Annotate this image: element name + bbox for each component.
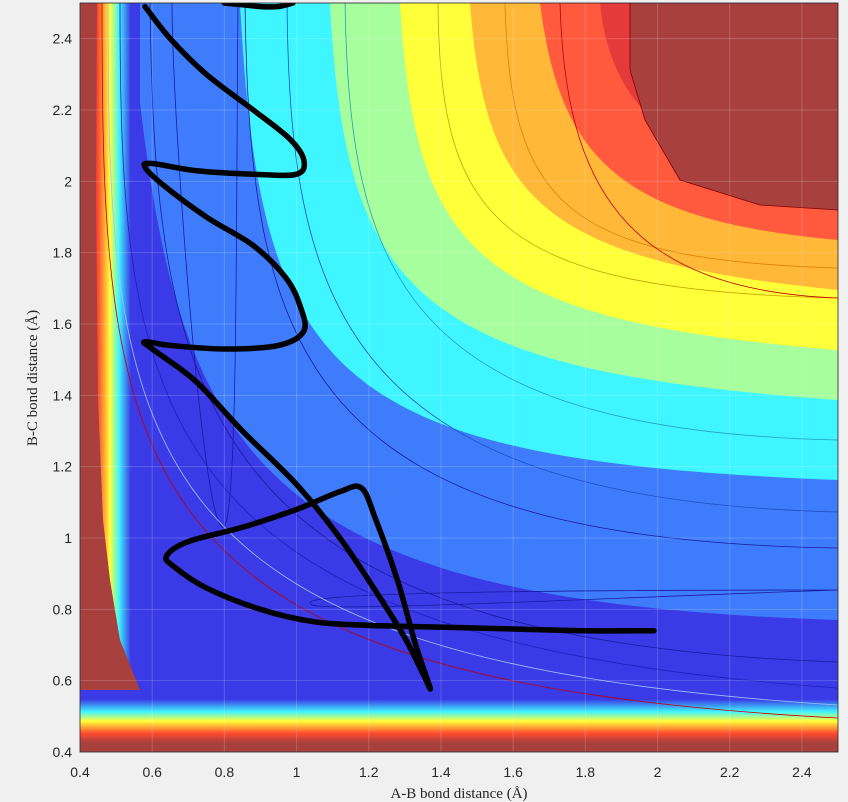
contour-lines xyxy=(101,3,838,719)
x-axis-label: A-B bond distance (Å) xyxy=(390,786,527,802)
y-tick-label: 2 xyxy=(64,173,72,189)
y-tick-label: 0.4 xyxy=(53,744,73,760)
x-tick-label: 1.6 xyxy=(503,764,523,780)
y-tick-label: 1.4 xyxy=(53,387,73,403)
y-tick-label: 1.2 xyxy=(53,459,73,475)
left-wall xyxy=(80,3,838,752)
trajectory-top-segment xyxy=(221,3,296,10)
y-tick-label: 1 xyxy=(64,530,72,546)
y-axis-label: B-C bond distance (Å) xyxy=(25,310,41,446)
y-tick-label: 1.6 xyxy=(53,316,73,332)
y-tick-label: 1.8 xyxy=(53,245,73,261)
x-tick-label: 2.4 xyxy=(792,764,812,780)
x-tick-label: 2 xyxy=(654,764,662,780)
x-tick-label: 1.4 xyxy=(431,764,451,780)
x-tick-label: 1.2 xyxy=(359,764,379,780)
bottom-wall xyxy=(80,690,838,752)
y-axis-ticks: 0.4 0.6 0.8 1 1.2 1.4 1.6 1.8 2 2.2 2.4 xyxy=(53,31,73,760)
y-tick-label: 0.8 xyxy=(53,601,73,617)
x-tick-label: 0.8 xyxy=(215,764,235,780)
plot-frame xyxy=(79,2,839,753)
y-tick-label: 0.6 xyxy=(53,673,73,689)
x-tick-label: 0.4 xyxy=(70,764,90,780)
y-tick-label: 2.4 xyxy=(53,31,73,47)
x-tick-label: 2.2 xyxy=(720,764,740,780)
x-tick-label: 1 xyxy=(293,764,301,780)
x-tick-label: 1.8 xyxy=(576,764,596,780)
x-axis-ticks: 0.4 0.6 0.8 1 1.2 1.4 1.6 1.8 2 2.2 2.4 xyxy=(70,764,812,780)
field-bands xyxy=(130,3,838,620)
contour-field xyxy=(80,3,838,752)
y-tick-label: 2.2 xyxy=(53,102,73,118)
x-tick-label: 0.6 xyxy=(142,764,162,780)
trajectory-line xyxy=(140,3,657,692)
